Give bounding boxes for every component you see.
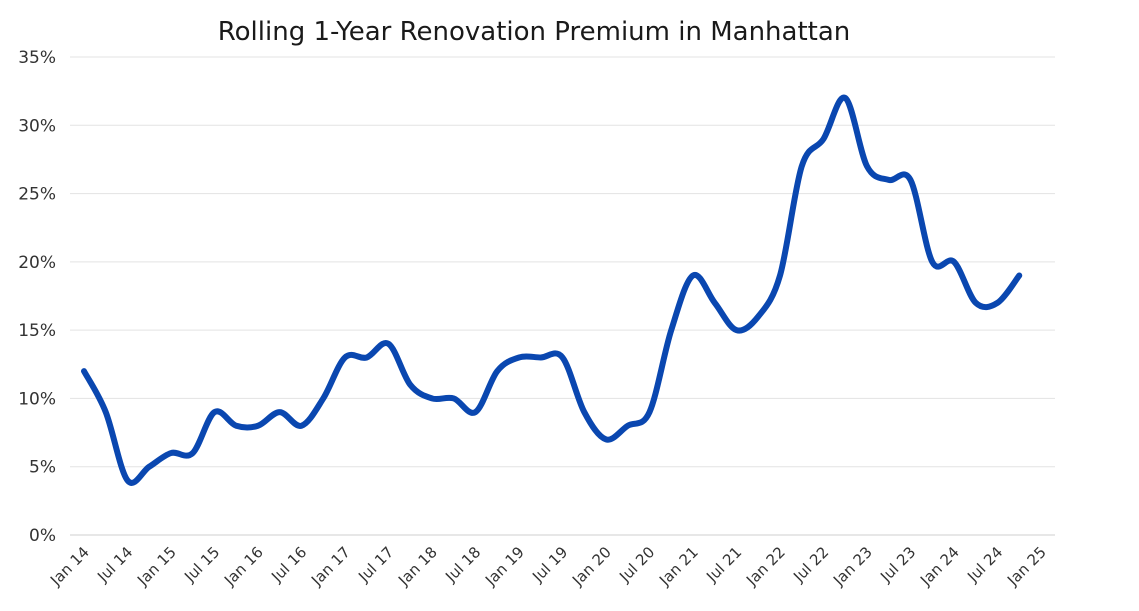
x-tick-label: Jul 15 <box>180 543 223 586</box>
y-axis-ticks: 0% 5% 10% 15% 20% 25% 30% 35% <box>18 48 56 546</box>
x-tick-label: Jan 14 <box>46 543 93 590</box>
x-tick-label: Jul 16 <box>267 543 310 586</box>
x-tick-label: Jan 16 <box>220 543 267 590</box>
chart-title: Rolling 1-Year Renovation Premium in Man… <box>218 17 851 47</box>
y-tick-label: 15% <box>18 321 56 341</box>
x-tick-label: Jan 23 <box>829 543 876 590</box>
x-tick-label: Jul 24 <box>963 543 1006 586</box>
x-tick-label: Jan 24 <box>916 543 963 590</box>
x-tick-label: Jul 22 <box>789 543 832 586</box>
y-tick-label: 5% <box>29 458 56 478</box>
x-tick-label: Jul 20 <box>615 543 658 586</box>
y-tick-label: 25% <box>18 185 56 205</box>
y-tick-label: 20% <box>18 253 56 273</box>
y-tick-label: 0% <box>29 526 56 546</box>
x-tick-label: Jul 23 <box>876 543 919 586</box>
x-tick-label: Jan 25 <box>1003 543 1050 590</box>
y-tick-label: 10% <box>18 389 56 409</box>
y-tick-label: 35% <box>18 48 56 68</box>
x-tick-label: Jan 20 <box>568 543 615 590</box>
x-tick-label: Jan 19 <box>481 543 528 590</box>
x-tick-label: Jul 17 <box>354 543 397 586</box>
series-layer <box>81 94 1023 486</box>
x-tick-label: Jul 18 <box>441 543 484 586</box>
x-tick-label: Jan 18 <box>394 543 441 590</box>
x-tick-label: Jul 21 <box>702 543 745 586</box>
y-tick-label: 30% <box>18 116 56 136</box>
gridlines <box>70 56 1055 536</box>
x-tick-label: Jan 21 <box>655 543 702 590</box>
x-tick-label: Jan 17 <box>307 543 354 590</box>
x-tick-label: Jul 19 <box>528 543 571 586</box>
x-tick-label: Jan 15 <box>133 543 180 590</box>
x-tick-label: Jul 14 <box>93 543 136 586</box>
series-line <box>81 94 1023 486</box>
x-tick-label: Jan 22 <box>742 543 789 590</box>
